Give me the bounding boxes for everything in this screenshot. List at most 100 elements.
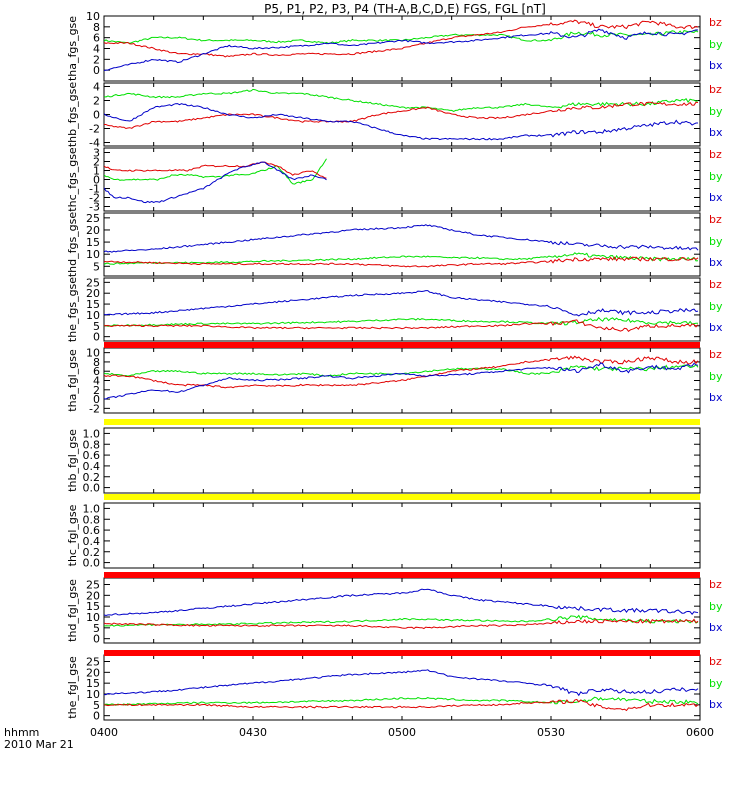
series-bx <box>104 669 699 697</box>
series-by <box>104 30 699 44</box>
panel-frame <box>103 502 701 569</box>
legend-bx: bx <box>709 698 723 711</box>
y-tick-label: 0.2 <box>83 546 101 559</box>
y-tick-label: 2 <box>93 53 100 66</box>
series-bz <box>104 319 699 332</box>
y-tick-label: 8 <box>93 356 100 369</box>
y-tick-label: 10 <box>86 309 100 322</box>
series-bx <box>104 224 699 253</box>
y-tick-label: -4 <box>89 137 100 150</box>
series-by <box>104 363 699 377</box>
y-tick-label: 1.0 <box>83 427 101 440</box>
series-bz <box>104 101 699 130</box>
legend-by: by <box>709 170 723 183</box>
x-axis-unit: hhmm <box>4 726 39 739</box>
y-tick-label: 2 <box>93 384 100 397</box>
series-bz <box>104 161 327 179</box>
legend-bz: bz <box>709 16 722 29</box>
panel-frame <box>103 427 701 494</box>
status-bar-yellow <box>104 494 700 500</box>
y-tick-label: 15 <box>86 677 100 690</box>
y-tick-label: 0.4 <box>83 535 101 548</box>
y-tick-label: 1 <box>93 165 100 178</box>
x-tick-label: 0530 <box>537 726 565 739</box>
panel-ylabel: tha_fgs_gse <box>66 16 79 81</box>
panel-frame <box>103 82 701 147</box>
y-tick-label: 4 <box>93 375 100 388</box>
series-by <box>104 696 699 706</box>
y-tick-label: 0.8 <box>83 513 101 526</box>
y-tick-label: 3 <box>93 147 100 160</box>
series-by <box>104 158 327 185</box>
panel-ylabel: thb_fgl_gse <box>66 429 79 492</box>
y-tick-label: 0 <box>93 331 100 344</box>
legend-by: by <box>709 38 723 51</box>
legend-by: by <box>709 600 723 613</box>
panel-ylabel: thb_fgs_gse <box>66 82 79 148</box>
y-tick-label: 0.0 <box>83 482 101 495</box>
y-tick-label: -2 <box>89 402 100 415</box>
y-tick-label: 10 <box>86 611 100 624</box>
y-tick-label: 20 <box>86 589 100 602</box>
legend-bz: bz <box>709 278 722 291</box>
series-by <box>104 614 699 627</box>
y-tick-label: 10 <box>86 347 100 360</box>
y-tick-label: 0.2 <box>83 471 101 484</box>
y-tick-label: 0.6 <box>83 524 101 537</box>
y-tick-label: 15 <box>86 236 100 249</box>
y-tick-label: 6 <box>93 32 100 45</box>
status-bar-red <box>104 650 700 656</box>
series-by <box>104 316 698 327</box>
series-by <box>104 252 699 265</box>
panel-frame <box>103 147 701 212</box>
y-tick-label: 5 <box>93 699 100 712</box>
y-tick-label: 25 <box>86 212 100 225</box>
legend-by: by <box>709 300 723 313</box>
legend-bx: bx <box>709 59 723 72</box>
y-tick-label: 0 <box>93 393 100 406</box>
legend-by: by <box>709 677 723 690</box>
y-tick-label: 0.8 <box>83 438 101 451</box>
y-tick-label: 0.6 <box>83 449 101 462</box>
legend-by: by <box>709 105 723 118</box>
y-tick-label: 5 <box>93 622 100 635</box>
panel-ylabel: tha_fgl_gse <box>66 349 79 412</box>
y-tick-label: 0 <box>93 710 100 723</box>
y-tick-label: 4 <box>93 43 100 56</box>
series-by <box>104 88 699 112</box>
legend-bx: bx <box>709 391 723 404</box>
y-tick-label: 20 <box>86 666 100 679</box>
x-tick-label: 0430 <box>239 726 267 739</box>
series-bz <box>104 698 699 712</box>
y-tick-label: 5 <box>93 260 100 273</box>
x-tick-label: 0600 <box>686 726 714 739</box>
panel-ylabel: thc_fgl_gse <box>66 504 79 566</box>
panel-thc_fgl_gse: 0.00.20.40.60.81.0 thc_fgl_gse <box>66 502 701 570</box>
y-tick-label: 10 <box>86 688 100 701</box>
y-tick-label: -2 <box>89 192 100 205</box>
y-tick-label: 6 <box>93 365 100 378</box>
y-tick-label: 15 <box>86 600 100 613</box>
panel-ylabel: thd_fgs_gse <box>66 212 79 278</box>
y-tick-label: -1 <box>89 183 100 196</box>
series-bx <box>104 28 699 71</box>
series-bz <box>104 256 699 268</box>
legend-bx: bx <box>709 321 723 334</box>
legend-bx: bx <box>709 256 723 269</box>
status-bar-red <box>104 342 700 348</box>
legend-bz: bz <box>709 83 722 96</box>
status-bar-red <box>104 572 700 578</box>
y-tick-label: 25 <box>86 656 100 669</box>
panel-ylabel: the_fgs_gse <box>66 277 79 342</box>
legend-bz: bz <box>709 655 722 668</box>
series-bx <box>104 588 699 617</box>
legend-bz: bz <box>709 578 722 591</box>
panel-thb_fgl_gse: 0.00.20.40.60.81.0 thb_fgl_gse <box>66 427 701 495</box>
x-axis-date: 2010 Mar 21 <box>4 738 74 751</box>
